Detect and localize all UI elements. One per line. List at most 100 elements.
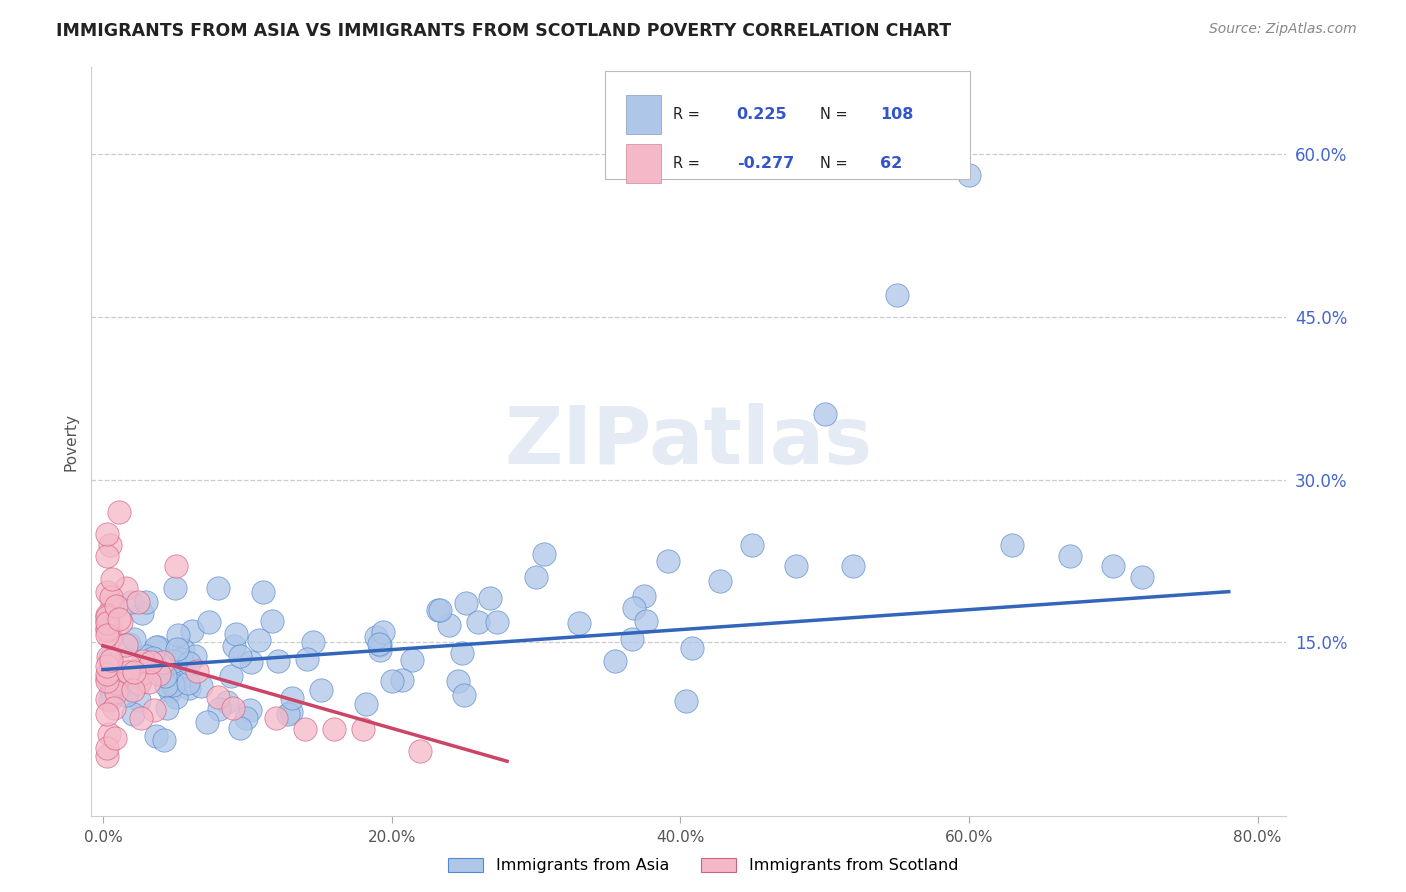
- Text: N =: N =: [821, 107, 848, 122]
- Point: [252, 585, 274, 599]
- Point: [429, 603, 451, 617]
- Point: [225, 627, 247, 641]
- Point: [96, 549, 118, 563]
- Point: [122, 632, 145, 646]
- Point: [96, 667, 118, 681]
- Point: [135, 594, 157, 608]
- Point: [478, 591, 501, 605]
- FancyBboxPatch shape: [605, 70, 970, 179]
- Point: [533, 547, 555, 561]
- Point: [96, 585, 118, 599]
- Point: [104, 685, 127, 699]
- Point: [166, 642, 188, 657]
- Point: [96, 673, 118, 688]
- Point: [222, 700, 245, 714]
- Point: [98, 693, 121, 707]
- Point: [370, 638, 392, 652]
- Point: [207, 581, 229, 595]
- Point: [229, 722, 252, 736]
- Text: IMMIGRANTS FROM ASIA VS IMMIGRANTS FROM SCOTLAND POVERTY CORRELATION CHART: IMMIGRANTS FROM ASIA VS IMMIGRANTS FROM …: [56, 22, 952, 40]
- Point: [156, 701, 179, 715]
- Point: [97, 650, 120, 665]
- Point: [235, 711, 257, 725]
- Point: [162, 675, 184, 690]
- FancyBboxPatch shape: [626, 144, 661, 183]
- Point: [96, 614, 118, 628]
- Point: [634, 615, 657, 629]
- Text: N =: N =: [821, 156, 848, 171]
- Point: [172, 670, 194, 684]
- Point: [96, 671, 118, 685]
- Point: [198, 615, 221, 630]
- Point: [167, 628, 190, 642]
- Point: [108, 611, 131, 625]
- Point: [138, 674, 160, 689]
- Point: [110, 615, 132, 629]
- Point: [785, 559, 807, 574]
- Point: [101, 598, 124, 612]
- Point: [108, 678, 131, 692]
- Point: [195, 714, 218, 729]
- Point: [741, 538, 763, 552]
- Text: R =: R =: [673, 107, 700, 122]
- Point: [239, 703, 262, 717]
- Point: [120, 595, 142, 609]
- Point: [267, 654, 290, 668]
- Point: [162, 678, 184, 692]
- Point: [373, 625, 395, 640]
- Point: [681, 640, 703, 655]
- Point: [155, 678, 177, 692]
- Point: [1130, 570, 1153, 584]
- Point: [260, 615, 283, 629]
- Point: [98, 632, 121, 646]
- Point: [96, 623, 118, 637]
- Point: [181, 624, 204, 638]
- Point: [486, 615, 509, 629]
- Point: [453, 689, 475, 703]
- Point: [139, 655, 162, 669]
- Point: [437, 617, 460, 632]
- Point: [101, 662, 124, 676]
- Point: [143, 703, 166, 717]
- Point: [148, 640, 170, 655]
- Point: [100, 683, 122, 698]
- Point: [295, 652, 318, 666]
- Point: [105, 599, 128, 613]
- Text: 62: 62: [880, 156, 903, 171]
- Point: [886, 288, 908, 302]
- Point: [148, 666, 170, 681]
- Point: [129, 673, 152, 688]
- Point: [98, 621, 121, 635]
- Point: [352, 723, 374, 737]
- Point: [354, 697, 377, 711]
- Point: [96, 609, 118, 624]
- Point: [100, 658, 122, 673]
- Point: [657, 554, 679, 568]
- Point: [467, 615, 489, 629]
- Point: [128, 693, 150, 707]
- Y-axis label: Poverty: Poverty: [63, 412, 79, 471]
- Point: [98, 650, 121, 665]
- Point: [96, 658, 118, 673]
- Point: [131, 711, 153, 725]
- Point: [159, 683, 181, 698]
- Point: [128, 676, 150, 690]
- Point: [145, 640, 167, 655]
- Point: [426, 602, 449, 616]
- Point: [100, 591, 122, 605]
- Point: [401, 652, 423, 666]
- Point: [117, 665, 139, 680]
- Point: [309, 683, 332, 698]
- Point: [208, 702, 231, 716]
- Text: -0.277: -0.277: [737, 156, 794, 171]
- Point: [142, 651, 165, 665]
- Point: [132, 654, 155, 668]
- Point: [177, 681, 200, 696]
- Point: [118, 659, 141, 673]
- Point: [96, 749, 118, 764]
- Point: [114, 638, 136, 652]
- Point: [115, 688, 138, 702]
- Point: [103, 673, 125, 687]
- Point: [294, 723, 316, 737]
- Point: [813, 408, 835, 422]
